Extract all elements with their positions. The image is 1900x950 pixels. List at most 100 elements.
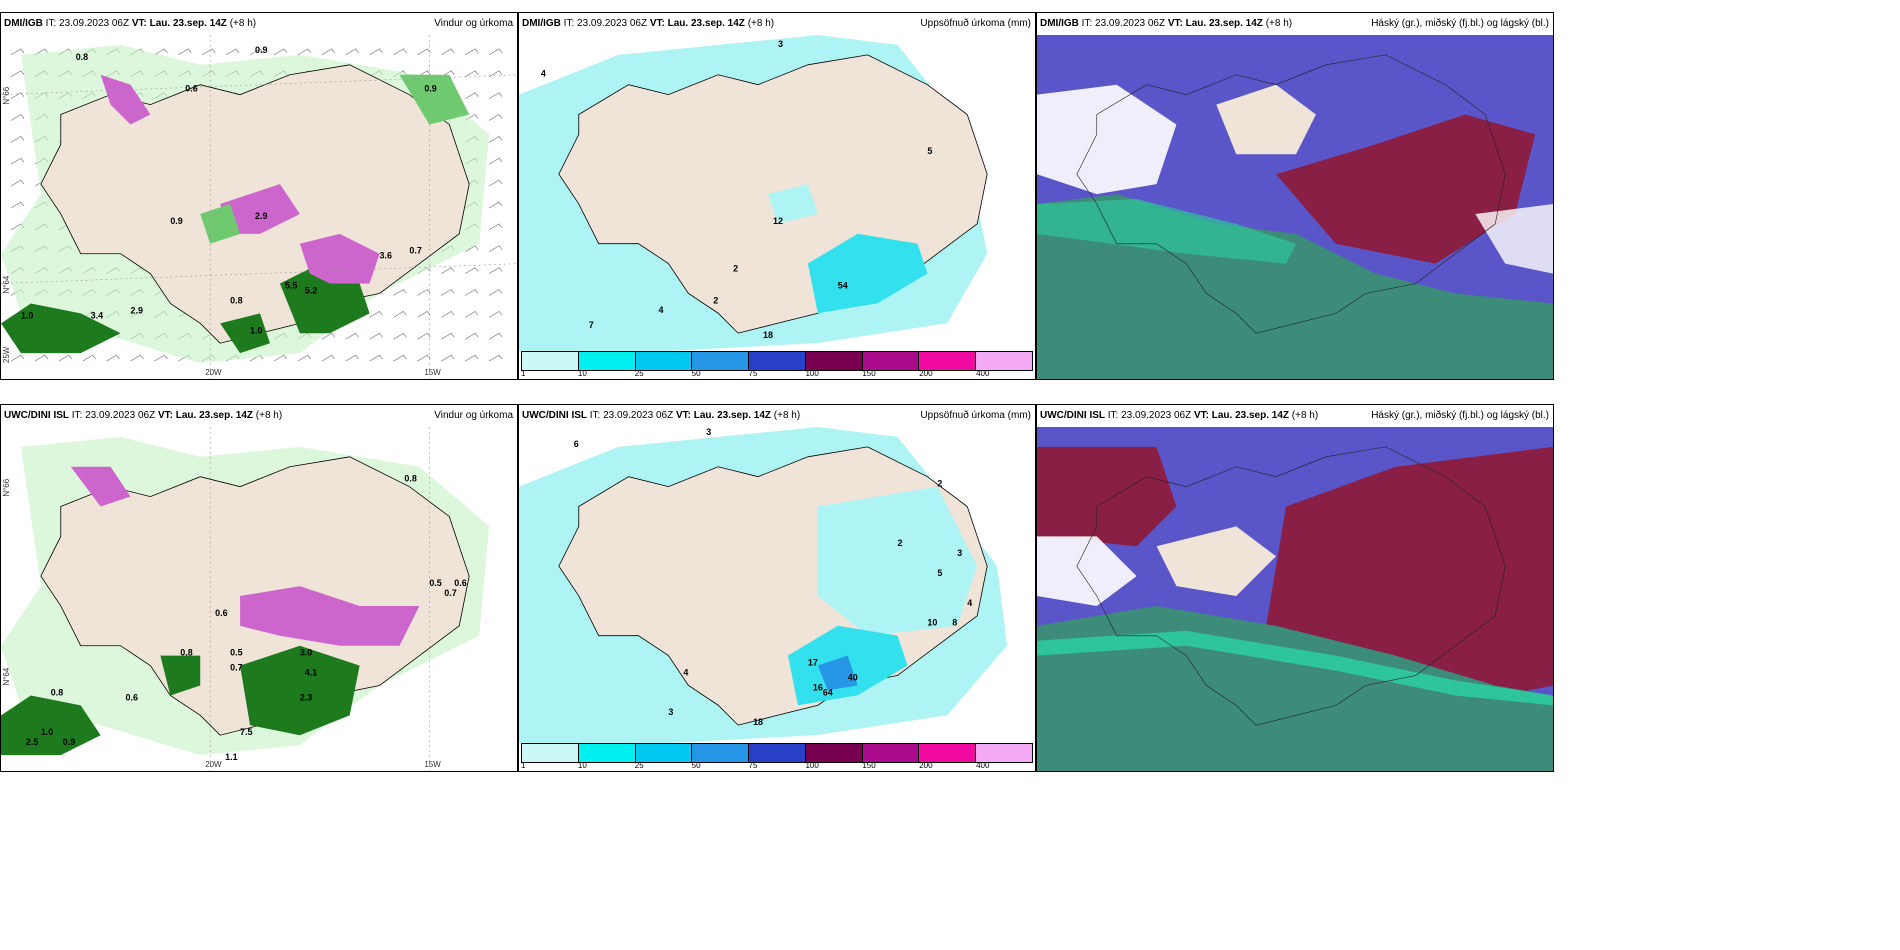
value-label: 17 <box>808 658 818 668</box>
value-label: 0.5 <box>429 578 441 588</box>
colorbar-tick-label: 150 <box>862 761 876 770</box>
wind-barb <box>369 310 383 318</box>
precip-purple <box>70 466 131 507</box>
wind-barb <box>345 48 359 56</box>
wind-barb <box>345 332 359 340</box>
wind-barb <box>393 289 407 296</box>
wind-barb <box>178 48 192 56</box>
panel-dmi-accum: DMI/IGB IT: 23.09.2023 06Z VT: Lau. 23.s… <box>518 12 1036 380</box>
wind-barb <box>369 354 383 362</box>
value-label: 2.5 <box>26 737 38 747</box>
product-title: Vindur og úrkoma <box>434 18 513 29</box>
value-label: 0.9 <box>63 737 75 747</box>
value-label: 0.9 <box>170 216 182 226</box>
value-label: 2 <box>937 479 942 489</box>
colorbar-tick-label: 100 <box>805 369 819 378</box>
colorbar-tick-label: 200 <box>919 369 933 378</box>
value-label: 40 <box>848 672 858 682</box>
wind-barb <box>130 354 144 362</box>
wind-barb <box>465 92 479 99</box>
colorbar-tick-label: 75 <box>748 369 758 378</box>
value-label: 1.0 <box>250 325 262 335</box>
colorbar-swatch <box>749 744 806 762</box>
value-label: 1.0 <box>21 310 33 320</box>
low-cloud-bright <box>1037 199 1296 264</box>
mid-cloud <box>1276 114 1536 264</box>
wind-barb <box>417 354 431 362</box>
colorbar-swatch <box>805 352 863 370</box>
mid-cloud <box>1037 446 1177 547</box>
wind-barb <box>488 136 503 143</box>
colorbar-swatch <box>522 744 579 762</box>
clear-sky <box>1037 536 1137 606</box>
axis-label-n66: N°66 <box>2 478 11 496</box>
value-label: 2 <box>713 295 718 305</box>
wind-barb <box>297 354 312 362</box>
colorbar-tick-label: 50 <box>691 761 701 770</box>
colorbar-tick-label: 1 <box>521 761 526 770</box>
wind-barb <box>417 70 431 78</box>
value-label: 8 <box>952 618 957 628</box>
product-title: Vindur og úrkoma <box>434 410 513 421</box>
panel-header: DMI/IGB IT: 23.09.2023 06Z VT: Lau. 23.s… <box>1 13 517 35</box>
axis-label-20w: 20W <box>205 760 222 769</box>
value-label: 0.6 <box>185 84 197 94</box>
coastline <box>1076 446 1506 726</box>
value-label: 7 <box>589 320 594 330</box>
wind-barb <box>34 48 49 56</box>
panel-header: DMI/IGB IT: 23.09.2023 06Z VT: Lau. 23.s… <box>519 13 1035 35</box>
colorbar-swatch <box>692 352 750 370</box>
precip-dark <box>1 303 121 354</box>
wind-barb <box>10 354 25 362</box>
low-cloud <box>1037 605 1553 771</box>
value-label: 5 <box>927 146 932 156</box>
wind-barb <box>488 48 503 56</box>
product-title: Uppsöfnuð úrkoma (mm) <box>920 18 1031 29</box>
value-label: 54 <box>838 280 848 290</box>
precip-mid <box>399 74 470 125</box>
colorbar-swatch <box>976 744 1033 762</box>
wind-barb <box>10 114 25 121</box>
wind-barb <box>58 354 72 362</box>
value-label: 0.9 <box>255 45 267 55</box>
wind-barb <box>441 48 455 56</box>
value-label: 0.8 <box>404 474 416 484</box>
colorbar-swatch <box>976 352 1033 370</box>
value-label: 0.8 <box>230 295 242 305</box>
colorbar-swatch <box>749 352 806 370</box>
value-label: 0.6 <box>454 578 466 588</box>
wind-barb <box>393 354 407 362</box>
wind-barb <box>465 332 479 340</box>
wind-barb <box>10 70 25 78</box>
wind-barb <box>10 136 25 143</box>
wind-barb <box>106 354 120 362</box>
precip-colorbar: 1 10 25 50 75 100 150 200 400 <box>521 351 1033 378</box>
wind-barb <box>465 48 479 56</box>
value-label: 4.1 <box>305 668 317 678</box>
graticule <box>1 263 517 284</box>
wind-barb <box>321 48 335 56</box>
panel-header: DMI/IGB IT: 23.09.2023 06Z VT: Lau. 23.s… <box>1037 13 1553 35</box>
wind-barb <box>488 354 503 362</box>
low-cloud-bright <box>1037 630 1553 706</box>
wind-barb <box>10 179 25 187</box>
value-label: 0.8 <box>180 648 192 658</box>
wind-barb <box>488 201 503 209</box>
map-area <box>1037 427 1553 771</box>
clear-sky <box>1475 204 1553 274</box>
wind-barb <box>202 48 216 56</box>
panel-dmi-cloud: DMI/IGB IT: 23.09.2023 06Z VT: Lau. 23.s… <box>1036 12 1554 380</box>
wind-barb <box>488 70 503 78</box>
colorbar-swatch <box>919 744 977 762</box>
colorbar-tick-label: 25 <box>634 369 644 378</box>
panel-header: UWC/DINI ISL IT: 23.09.2023 06Z VT: Lau.… <box>1037 405 1553 427</box>
panel-dmi-wind-precip: DMI/IGB IT: 23.09.2023 06Z VT: Lau. 23.s… <box>0 12 518 380</box>
colorbar-tick-label: 200 <box>919 761 933 770</box>
iceland-land-clear <box>1216 84 1316 155</box>
value-label: 7.5 <box>240 727 252 737</box>
colorbar-swatch <box>578 352 636 370</box>
value-label: 5.5 <box>285 281 297 291</box>
colorbar-tick-label: 400 <box>976 369 990 378</box>
value-label: 2 <box>898 538 903 548</box>
product-title: Uppsöfnuð úrkoma (mm) <box>920 410 1031 421</box>
